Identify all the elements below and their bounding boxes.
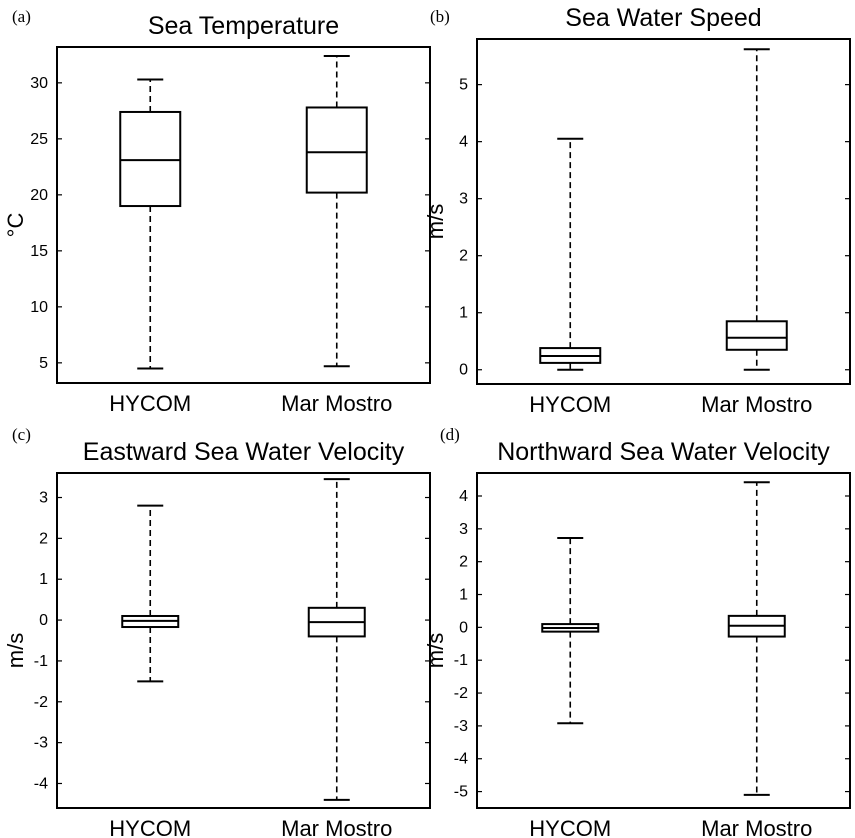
chart-title: Eastward Sea Water Velocity bbox=[83, 438, 405, 466]
y-tick-label: -3 bbox=[454, 718, 468, 735]
y-tick-label: -4 bbox=[454, 751, 468, 768]
category-label: HYCOM bbox=[109, 391, 191, 416]
y-tick-label: 25 bbox=[30, 131, 48, 148]
y-tick-label: 3 bbox=[459, 191, 468, 208]
panel-label: (d) bbox=[440, 425, 460, 444]
chart-panel: (c) Eastward Sea Water Velocity -4 -3 -2 -1 0 1… bbox=[3, 425, 431, 838]
box-plot bbox=[541, 537, 600, 725]
y-tick-label: 2 bbox=[459, 248, 468, 265]
y-tick-label: 3 bbox=[39, 490, 48, 507]
y-tick-label: 4 bbox=[459, 488, 468, 505]
category-label: Mar Mostro bbox=[701, 392, 812, 417]
chart-panel: (a) Sea Temperature 5 10 15 20 25 30 °C HYCOM Mar … bbox=[3, 7, 431, 416]
plot-frame bbox=[476, 472, 851, 809]
y-tick-label: -4 bbox=[34, 775, 48, 792]
category-label: HYCOM bbox=[109, 816, 191, 838]
category-label: HYCOM bbox=[529, 816, 611, 838]
y-axis-label: m/s bbox=[3, 633, 28, 668]
y-tick-label: 1 bbox=[459, 587, 468, 604]
iqr-box bbox=[725, 320, 788, 351]
y-tick-label: 5 bbox=[39, 355, 48, 372]
category-label: HYCOM bbox=[529, 392, 611, 417]
y-tick-label: -1 bbox=[454, 652, 468, 669]
category-label: Mar Mostro bbox=[701, 816, 812, 838]
category-label: Mar Mostro bbox=[281, 391, 392, 416]
y-axis-label: m/s bbox=[423, 633, 448, 668]
chart-panel: (d) Northward Sea Water Velocity -5 -4 -3 -2 -… bbox=[423, 425, 851, 838]
y-tick-label: 4 bbox=[459, 134, 468, 151]
y-tick-label: 15 bbox=[30, 243, 48, 260]
panel-label: (c) bbox=[12, 425, 31, 444]
y-tick-label: -5 bbox=[454, 784, 468, 801]
y-tick-label: 30 bbox=[30, 75, 48, 92]
box-plot bbox=[305, 54, 368, 368]
plot-frame bbox=[56, 46, 431, 384]
chart-panel: (b) Sea Water Speed 0 1 2 3 4 5 m/s HYCOM Mar Most… bbox=[423, 4, 851, 417]
plot-frame bbox=[56, 472, 431, 809]
y-tick-label: -1 bbox=[34, 653, 48, 670]
y-tick-label: 0 bbox=[39, 612, 48, 629]
panel-label: (b) bbox=[430, 7, 450, 26]
y-tick-label: 1 bbox=[459, 305, 468, 322]
y-tick-label: -2 bbox=[34, 694, 48, 711]
y-tick-label: 1 bbox=[39, 571, 48, 588]
plot-frame bbox=[476, 38, 851, 385]
chart-title: Sea Water Speed bbox=[565, 4, 761, 32]
y-tick-label: 2 bbox=[39, 530, 48, 547]
box-plot bbox=[121, 504, 180, 683]
y-tick-label: 10 bbox=[30, 299, 48, 316]
chart-title: Northward Sea Water Velocity bbox=[497, 438, 830, 466]
y-tick-label: 5 bbox=[459, 77, 468, 94]
y-tick-label: 20 bbox=[30, 187, 48, 204]
category-label: Mar Mostro bbox=[281, 816, 392, 838]
y-axis-label: m/s bbox=[423, 204, 448, 239]
box-plot bbox=[307, 478, 366, 801]
y-tick-label: 0 bbox=[459, 362, 468, 379]
y-tick-label: 0 bbox=[459, 619, 468, 636]
box-plot bbox=[725, 48, 788, 371]
iqr-box bbox=[119, 110, 182, 208]
y-tick-label: -2 bbox=[454, 685, 468, 702]
iqr-box bbox=[305, 106, 368, 194]
box-plot bbox=[119, 78, 182, 370]
box-plot bbox=[727, 481, 786, 796]
y-axis-label: °C bbox=[3, 213, 28, 238]
y-tick-label: -3 bbox=[34, 735, 48, 752]
box-plot bbox=[539, 137, 602, 371]
y-tick-label: 2 bbox=[459, 554, 468, 571]
panel-label: (a) bbox=[12, 7, 31, 26]
chart-title: Sea Temperature bbox=[148, 12, 339, 40]
y-tick-label: 3 bbox=[459, 521, 468, 538]
